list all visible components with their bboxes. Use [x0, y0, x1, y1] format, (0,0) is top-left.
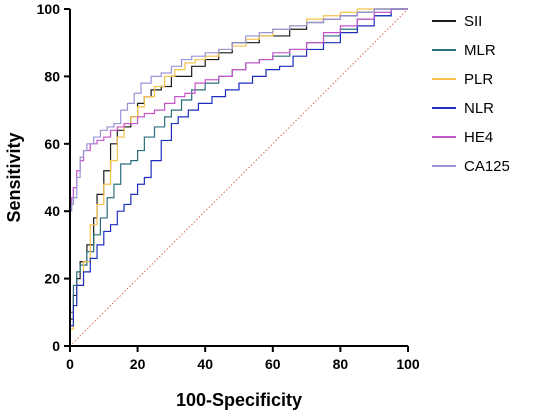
- y-tick-label: 60: [44, 136, 60, 152]
- reference-diagonal-line: [69, 8, 409, 347]
- y-tick-label: 40: [44, 203, 60, 219]
- axes-layer: [69, 9, 408, 347]
- x-tick-label: 20: [130, 356, 146, 372]
- x-tick-label: 100: [396, 356, 420, 372]
- x-tick-label: 40: [197, 356, 213, 372]
- y-ticks: 0 20 40 60 80 100: [37, 1, 70, 354]
- series-line-ca125: [69, 8, 408, 346]
- legend: SII MLR PLR NLR HE4 CA125: [432, 13, 510, 175]
- y-tick-label: 100: [37, 1, 61, 17]
- legend-label-he4: HE4: [464, 129, 493, 146]
- reference-line-layer: [69, 8, 409, 347]
- series-layer: [69, 8, 408, 346]
- x-ticks: 0 20 40 60 80 100: [66, 346, 420, 372]
- y-tick-label: 20: [44, 271, 60, 287]
- x-tick-label: 0: [66, 356, 74, 372]
- x-axis-title: 100-Specificity: [176, 390, 302, 410]
- x-tick-label: 60: [265, 356, 281, 372]
- y-axis-title: Sensitivity: [4, 132, 24, 222]
- legend-label-plr: PLR: [464, 71, 493, 88]
- y-tick-label: 80: [44, 68, 60, 84]
- legend-label-ca125: CA125: [464, 158, 510, 175]
- legend-label-nlr: NLR: [464, 100, 494, 117]
- x-tick-label: 80: [333, 356, 349, 372]
- legend-label-mlr: MLR: [464, 42, 496, 59]
- y-tick-label: 0: [52, 338, 60, 354]
- series-line-nlr: [69, 8, 408, 346]
- legend-label-sii: SII: [464, 13, 482, 30]
